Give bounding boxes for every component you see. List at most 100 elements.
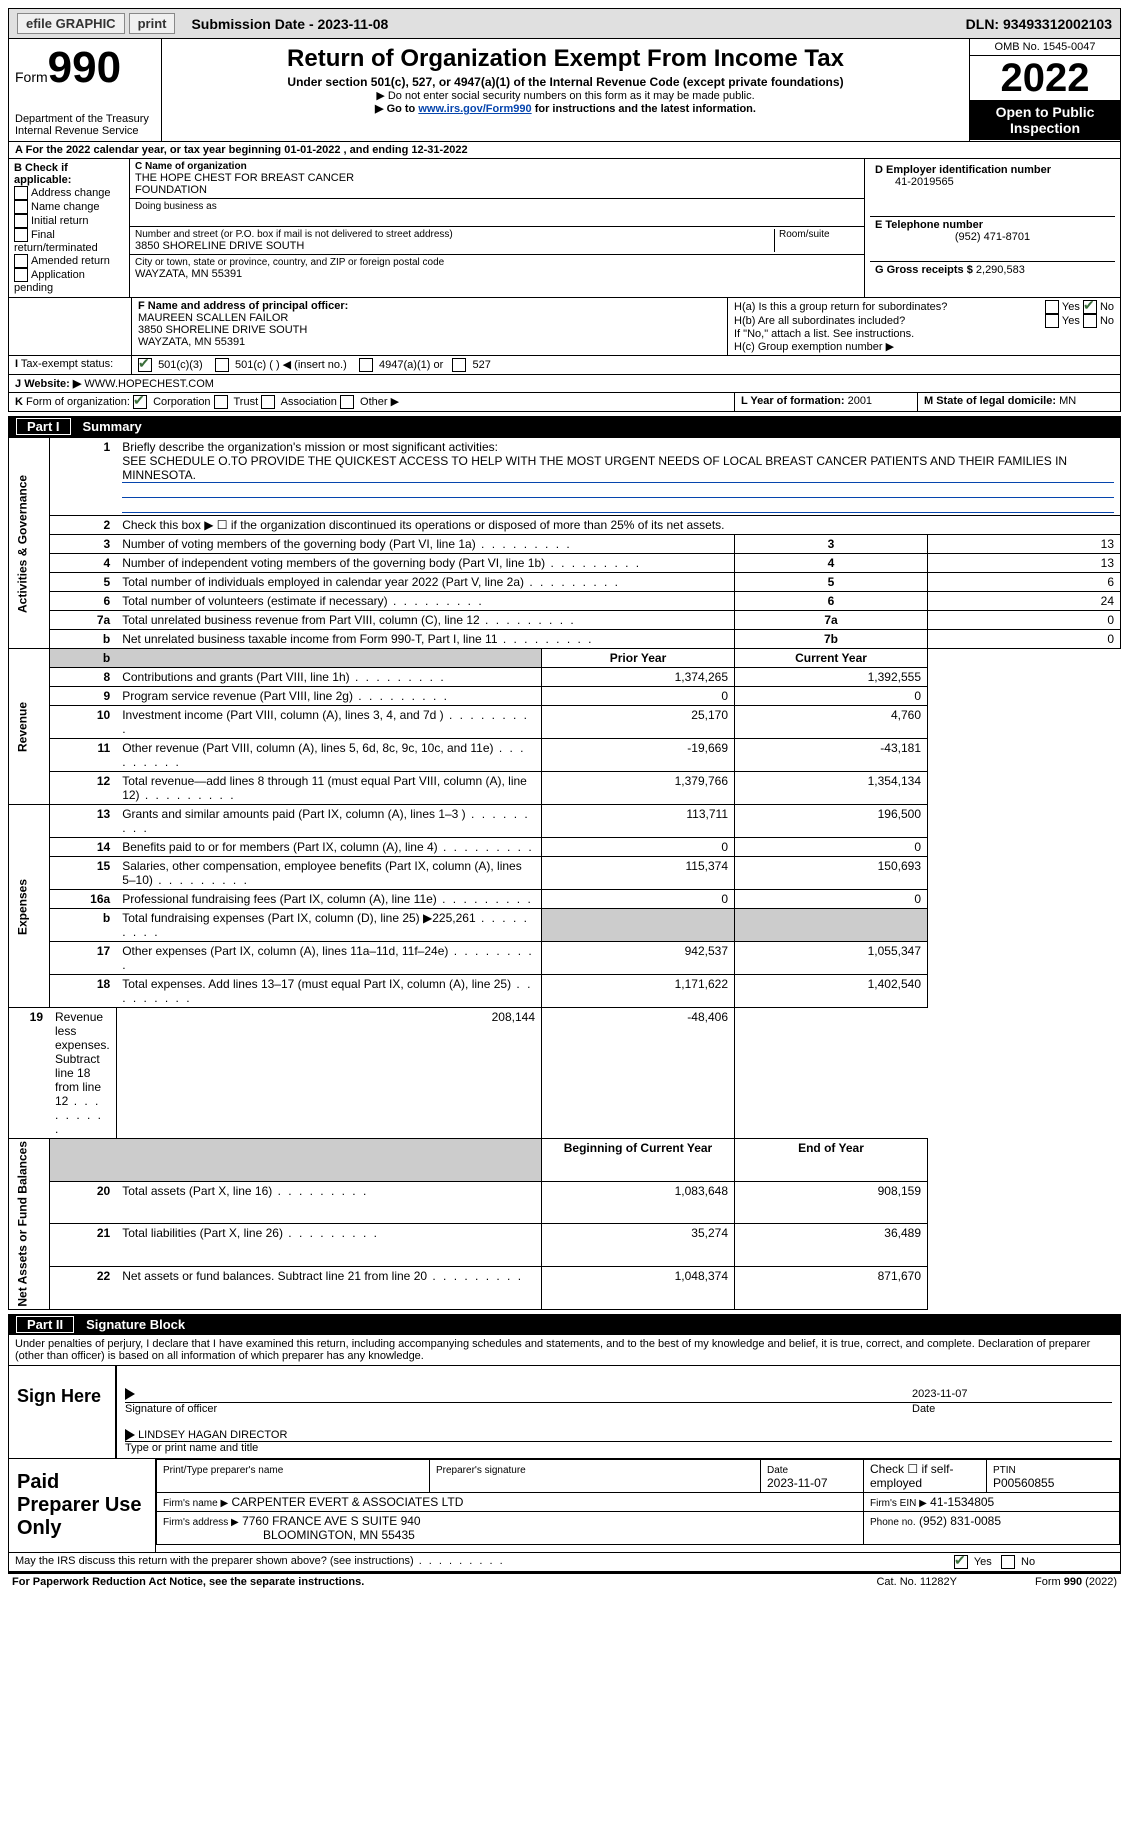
line2-text: Check this box ▶ ☐ if the organization d… xyxy=(116,516,1120,535)
checkbox-name-change[interactable] xyxy=(14,200,28,214)
dept-treasury: Department of the Treasury xyxy=(15,113,155,125)
room-label: Room/suite xyxy=(779,229,859,240)
addr-label: Number and street (or P.O. box if mail i… xyxy=(135,229,770,240)
subtitle-2: ▶ Do not enter social security numbers o… xyxy=(168,89,963,102)
officer-name: MAUREEN SCALLEN FAILOR xyxy=(138,312,721,324)
arrow-icon xyxy=(125,1388,135,1400)
sign-here-label: Sign Here xyxy=(9,1366,117,1458)
sig-date-label: Date xyxy=(912,1403,1112,1415)
ha-no[interactable] xyxy=(1083,300,1097,314)
cb-4947[interactable] xyxy=(359,358,373,372)
firm-name: CARPENTER EVERT & ASSOCIATES LTD xyxy=(232,1495,464,1509)
cat-no: Cat. No. 11282Y xyxy=(876,1576,957,1588)
col-eoy: End of Year xyxy=(735,1139,928,1182)
sign-here-block: Sign Here 2023-11-07 Signature of office… xyxy=(8,1366,1121,1459)
firm-phone: (952) 831-0085 xyxy=(919,1514,1001,1528)
subtitle-3: ▶ Go to www.irs.gov/Form990 for instruct… xyxy=(168,102,963,115)
vert-expenses: Expenses xyxy=(9,805,50,1008)
officer-addr: 3850 SHORELINE DRIVE SOUTH xyxy=(138,324,721,336)
firm-addr2: BLOOMINGTON, MN 55435 xyxy=(263,1528,415,1542)
part1-header: Part I Summary xyxy=(8,416,1121,437)
signer-name: LINDSEY HAGAN DIRECTOR xyxy=(138,1429,287,1441)
b-label: B Check if applicable: xyxy=(14,162,124,186)
omb-number: OMB No. 1545-0047 xyxy=(970,39,1120,56)
dln: DLN: 93493312002103 xyxy=(958,12,1120,36)
discuss-yes[interactable] xyxy=(954,1555,968,1569)
vert-activities: Activities & Governance xyxy=(9,438,50,649)
signer-name-label: Type or print name and title xyxy=(125,1442,1112,1454)
cb-assoc[interactable] xyxy=(261,395,275,409)
paid-preparer-block: Paid Preparer Use Only Print/Type prepar… xyxy=(8,1459,1121,1553)
col-bocy: Beginning of Current Year xyxy=(542,1139,735,1182)
hb-yes[interactable] xyxy=(1045,314,1059,328)
cb-527[interactable] xyxy=(452,358,466,372)
state-domicile: MN xyxy=(1059,395,1076,407)
cb-corp[interactable] xyxy=(133,395,147,409)
org-name-2: FOUNDATION xyxy=(135,184,859,196)
col-current: Current Year xyxy=(735,649,928,668)
cb-other[interactable] xyxy=(340,395,354,409)
cb-trust[interactable] xyxy=(214,395,228,409)
form-number: Form990 xyxy=(15,43,155,93)
vert-net: Net Assets or Fund Balances xyxy=(9,1139,50,1310)
part1-table: Activities & Governance 1 Briefly descri… xyxy=(8,437,1121,1310)
irs-link[interactable]: www.irs.gov/Form990 xyxy=(418,103,531,115)
checkbox-amended[interactable] xyxy=(14,254,28,268)
form-title: Return of Organization Exempt From Incom… xyxy=(168,45,963,73)
checkbox-final-return[interactable] xyxy=(14,228,28,242)
org-name-1: THE HOPE CHEST FOR BREAST CANCER xyxy=(135,172,859,184)
checkbox-app-pending[interactable] xyxy=(14,268,28,282)
year-formation: 2001 xyxy=(848,395,872,407)
city-label: City or town, state or province, country… xyxy=(135,257,859,268)
line-a: A For the 2022 calendar year, or tax yea… xyxy=(8,142,1121,159)
vert-revenue: Revenue xyxy=(9,649,50,805)
section-k: K Form of organization: Corporation Trus… xyxy=(8,393,1121,412)
cb-501c[interactable] xyxy=(215,358,229,372)
dba-label: Doing business as xyxy=(135,201,859,212)
city-state-zip: WAYZATA, MN 55391 xyxy=(135,268,859,280)
hc-label: H(c) Group exemption number ▶ xyxy=(734,340,1114,353)
street-address: 3850 SHORELINE DRIVE SOUTH xyxy=(135,240,770,252)
line1-label: Briefly describe the organization's miss… xyxy=(122,440,1114,454)
section-fh: F Name and address of principal officer:… xyxy=(8,298,1121,356)
form-header: Form990 Department of the Treasury Inter… xyxy=(8,39,1121,142)
ptin: P00560855 xyxy=(993,1476,1054,1490)
discuss-row: May the IRS discuss this return with the… xyxy=(8,1553,1121,1572)
section-bcd: B Check if applicable: Address change Na… xyxy=(8,159,1121,298)
efile-button[interactable]: efile GRAPHIC xyxy=(17,13,125,34)
section-j: J Website: ▶ WWW.HOPECHEST.COM xyxy=(8,375,1121,393)
ha-yes[interactable] xyxy=(1045,300,1059,314)
col-prior: Prior Year xyxy=(542,649,735,668)
checkbox-initial-return[interactable] xyxy=(14,214,28,228)
firm-ein: 41-1534805 xyxy=(930,1495,994,1509)
open-to-public: Open to Public Inspection xyxy=(970,100,1120,140)
top-toolbar: efile GRAPHIC print Submission Date - 20… xyxy=(8,8,1121,39)
mission-text: SEE SCHEDULE O.TO PROVIDE THE QUICKEST A… xyxy=(122,454,1114,483)
gross-value: 2,290,583 xyxy=(976,264,1025,276)
form-footer: Form 990 (2022) xyxy=(957,1576,1117,1588)
phone-label: E Telephone number xyxy=(875,219,1110,231)
sign-date: 2023-11-07 xyxy=(912,1388,1112,1400)
part2-header: Part II Signature Block xyxy=(8,1314,1121,1335)
ha-label: H(a) Is this a group return for subordin… xyxy=(734,301,947,313)
section-i: I Tax-exempt status: 501(c)(3) 501(c) ( … xyxy=(8,356,1121,375)
checkbox-address-change[interactable] xyxy=(14,186,28,200)
officer-city: WAYZATA, MN 55391 xyxy=(138,336,721,348)
submission-date: Submission Date - 2023-11-08 xyxy=(183,12,396,36)
firm-addr1: 7760 FRANCE AVE S SUITE 940 xyxy=(242,1514,421,1528)
hb-no[interactable] xyxy=(1083,314,1097,328)
ein-label: D Employer identification number xyxy=(875,164,1110,176)
discuss-no[interactable] xyxy=(1001,1555,1015,1569)
dept-irs: Internal Revenue Service xyxy=(15,125,155,137)
print-button[interactable]: print xyxy=(129,13,176,34)
pra-notice: For Paperwork Reduction Act Notice, see … xyxy=(12,1576,876,1588)
f-label: F Name and address of principal officer: xyxy=(138,300,721,312)
hb-label: H(b) Are all subordinates included? xyxy=(734,315,905,327)
cb-501c3[interactable] xyxy=(138,358,152,372)
hb-note: If "No," attach a list. See instructions… xyxy=(734,328,1114,340)
website: WWW.HOPECHEST.COM xyxy=(84,378,214,390)
subtitle-1: Under section 501(c), 527, or 4947(a)(1)… xyxy=(168,75,963,89)
sig-officer-label: Signature of officer xyxy=(125,1403,912,1415)
ein-value: 41-2019565 xyxy=(875,176,1110,188)
phone-value: (952) 471-8701 xyxy=(875,231,1110,243)
